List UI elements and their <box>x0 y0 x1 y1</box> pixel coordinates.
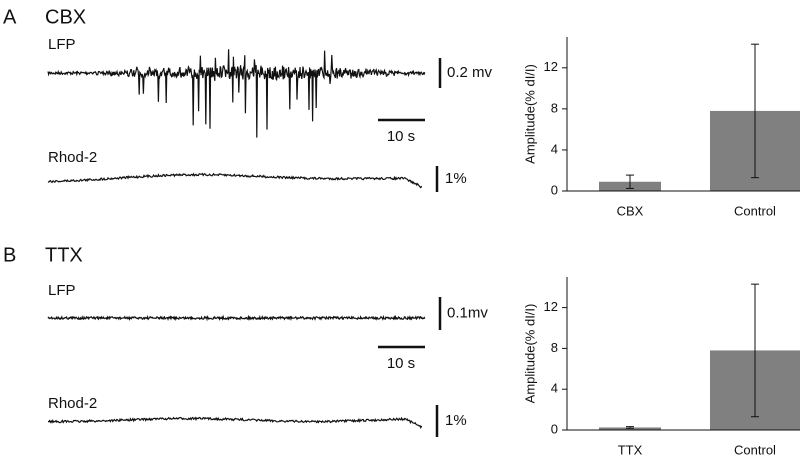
x-tick-label: Control <box>734 442 776 457</box>
y-tick-label: 12 <box>544 59 558 74</box>
panel-title: CBX <box>45 6 86 28</box>
y-tick-label: 8 <box>551 340 558 355</box>
trace-label: LFP <box>48 282 76 299</box>
trace-label: Rhod-2 <box>48 395 97 412</box>
trace-label: Rhod-2 <box>48 149 97 166</box>
y-tick-label: 8 <box>551 100 558 115</box>
scale-label: 1% <box>445 412 467 429</box>
rhod-trace <box>48 416 423 430</box>
x-tick-label: CBX <box>617 203 644 218</box>
scale-label: 0.1mv <box>447 304 488 321</box>
x-tick-label: TTX <box>618 442 643 457</box>
panel-title: TTX <box>45 244 83 266</box>
lfp-trace <box>47 314 426 322</box>
rhod-trace <box>47 172 423 189</box>
scale-label: 10 s <box>387 128 415 145</box>
y-axis-label: Amplitude(% dI/I) <box>522 304 537 404</box>
y-tick-label: 4 <box>551 381 558 396</box>
scale-label: 1% <box>445 170 467 187</box>
trace-label: LFP <box>48 36 76 53</box>
y-tick-label: 0 <box>551 421 558 436</box>
lfp-trace <box>47 49 426 138</box>
y-axis-label: Amplitude(% dI/I) <box>522 64 537 164</box>
x-tick-label: Control <box>734 203 776 218</box>
y-tick-label: 4 <box>551 141 558 156</box>
panel-letter: B <box>3 244 16 266</box>
scale-label: 10 s <box>387 355 415 372</box>
panel-letter: A <box>3 6 17 28</box>
y-tick-label: 0 <box>551 182 558 197</box>
scale-label: 0.2 mv <box>447 64 493 81</box>
y-tick-label: 12 <box>544 299 558 314</box>
